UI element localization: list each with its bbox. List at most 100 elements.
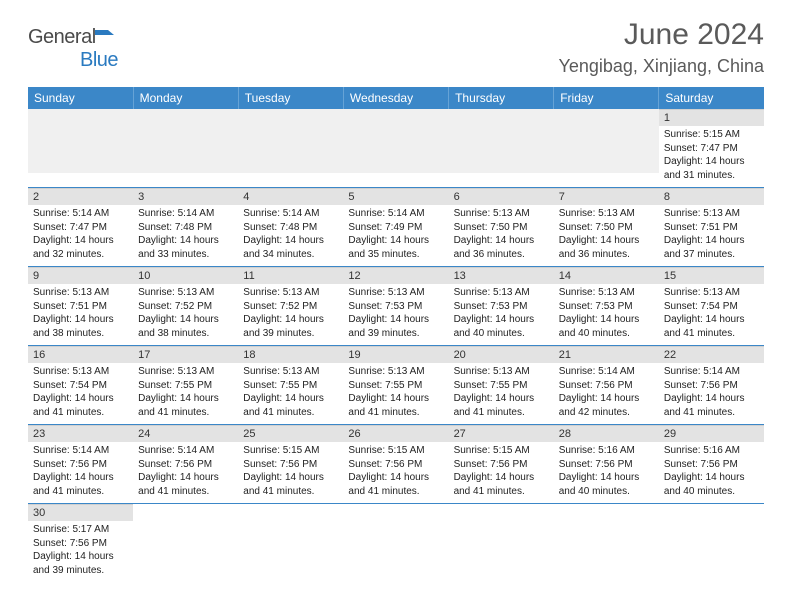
daylight-text: Daylight: 14 hours and 40 minutes. <box>664 471 759 498</box>
day-cell: 19Sunrise: 5:13 AMSunset: 7:55 PMDayligh… <box>343 346 448 425</box>
day-number: 13 <box>449 267 554 284</box>
day-cell: 20Sunrise: 5:13 AMSunset: 7:55 PMDayligh… <box>449 346 554 425</box>
day-cell <box>133 109 238 188</box>
sunrise-text: Sunrise: 5:13 AM <box>138 286 233 300</box>
day-cell <box>554 109 659 188</box>
daylight-text: Daylight: 14 hours and 41 minutes. <box>454 392 549 419</box>
daylight-text: Daylight: 14 hours and 31 minutes. <box>664 155 759 182</box>
sunrise-text: Sunrise: 5:13 AM <box>454 365 549 379</box>
day-number: 18 <box>238 346 343 363</box>
daylight-text: Daylight: 14 hours and 41 minutes. <box>454 471 549 498</box>
title-block: June 2024 Yengibag, Xinjiang, China <box>559 18 765 77</box>
sunrise-text: Sunrise: 5:14 AM <box>348 207 443 221</box>
day-cell: 7Sunrise: 5:13 AMSunset: 7:50 PMDaylight… <box>554 188 659 267</box>
day-details: Sunrise: 5:13 AMSunset: 7:50 PMDaylight:… <box>554 205 659 266</box>
daylight-text: Daylight: 14 hours and 36 minutes. <box>559 234 654 261</box>
day-number: 27 <box>449 425 554 442</box>
daylight-text: Daylight: 14 hours and 34 minutes. <box>243 234 338 261</box>
sunrise-text: Sunrise: 5:15 AM <box>243 444 338 458</box>
day-cell <box>554 504 659 583</box>
dow-header: Saturday <box>659 87 764 109</box>
sunrise-text: Sunrise: 5:13 AM <box>559 286 654 300</box>
day-details: Sunrise: 5:13 AMSunset: 7:55 PMDaylight:… <box>343 363 448 424</box>
day-details: Sunrise: 5:16 AMSunset: 7:56 PMDaylight:… <box>554 442 659 503</box>
day-cell: 1Sunrise: 5:15 AMSunset: 7:47 PMDaylight… <box>659 109 764 188</box>
day-number: 23 <box>28 425 133 442</box>
sunrise-text: Sunrise: 5:13 AM <box>664 207 759 221</box>
daylight-text: Daylight: 14 hours and 38 minutes. <box>138 313 233 340</box>
day-cell <box>659 504 764 583</box>
sunrise-text: Sunrise: 5:13 AM <box>348 365 443 379</box>
day-cell: 11Sunrise: 5:13 AMSunset: 7:52 PMDayligh… <box>238 267 343 346</box>
sunrise-text: Sunrise: 5:14 AM <box>664 365 759 379</box>
sunset-text: Sunset: 7:50 PM <box>559 221 654 235</box>
sunset-text: Sunset: 7:55 PM <box>243 379 338 393</box>
day-number: 26 <box>343 425 448 442</box>
day-details: Sunrise: 5:14 AMSunset: 7:48 PMDaylight:… <box>133 205 238 266</box>
day-details: Sunrise: 5:15 AMSunset: 7:47 PMDaylight:… <box>659 126 764 187</box>
day-cell <box>28 109 133 188</box>
brand-name-b: Blue <box>80 49 118 71</box>
sunset-text: Sunset: 7:55 PM <box>348 379 443 393</box>
brand-logo: GeneralBlue <box>28 18 118 72</box>
day-number: 16 <box>28 346 133 363</box>
sunrise-text: Sunrise: 5:14 AM <box>33 207 128 221</box>
daylight-text: Daylight: 14 hours and 40 minutes. <box>559 471 654 498</box>
day-number: 9 <box>28 267 133 284</box>
week-row: 16Sunrise: 5:13 AMSunset: 7:54 PMDayligh… <box>28 346 764 425</box>
day-cell: 8Sunrise: 5:13 AMSunset: 7:51 PMDaylight… <box>659 188 764 267</box>
dow-header: Friday <box>554 87 659 109</box>
day-details: Sunrise: 5:13 AMSunset: 7:55 PMDaylight:… <box>133 363 238 424</box>
day-details: Sunrise: 5:15 AMSunset: 7:56 PMDaylight:… <box>449 442 554 503</box>
day-cell: 4Sunrise: 5:14 AMSunset: 7:48 PMDaylight… <box>238 188 343 267</box>
sunset-text: Sunset: 7:56 PM <box>664 458 759 472</box>
day-cell <box>449 109 554 188</box>
sunset-text: Sunset: 7:55 PM <box>138 379 233 393</box>
sunset-text: Sunset: 7:48 PM <box>138 221 233 235</box>
day-number: 11 <box>238 267 343 284</box>
day-details: Sunrise: 5:13 AMSunset: 7:50 PMDaylight:… <box>449 205 554 266</box>
dow-header-row: SundayMondayTuesdayWednesdayThursdayFrid… <box>28 87 764 109</box>
daylight-text: Daylight: 14 hours and 41 minutes. <box>664 392 759 419</box>
sunset-text: Sunset: 7:48 PM <box>243 221 338 235</box>
day-number: 28 <box>554 425 659 442</box>
week-row: 1Sunrise: 5:15 AMSunset: 7:47 PMDaylight… <box>28 109 764 188</box>
day-cell: 29Sunrise: 5:16 AMSunset: 7:56 PMDayligh… <box>659 425 764 504</box>
brand-name: GeneralBlue <box>28 26 118 72</box>
sunrise-text: Sunrise: 5:13 AM <box>33 365 128 379</box>
day-details: Sunrise: 5:13 AMSunset: 7:52 PMDaylight:… <box>238 284 343 345</box>
daylight-text: Daylight: 14 hours and 41 minutes. <box>33 392 128 419</box>
sunset-text: Sunset: 7:53 PM <box>559 300 654 314</box>
day-number: 4 <box>238 188 343 205</box>
day-cell: 26Sunrise: 5:15 AMSunset: 7:56 PMDayligh… <box>343 425 448 504</box>
day-details: Sunrise: 5:15 AMSunset: 7:56 PMDaylight:… <box>238 442 343 503</box>
day-number: 8 <box>659 188 764 205</box>
day-details: Sunrise: 5:13 AMSunset: 7:52 PMDaylight:… <box>133 284 238 345</box>
daylight-text: Daylight: 14 hours and 40 minutes. <box>559 313 654 340</box>
sunrise-text: Sunrise: 5:13 AM <box>33 286 128 300</box>
sunset-text: Sunset: 7:56 PM <box>33 537 128 551</box>
day-details: Sunrise: 5:14 AMSunset: 7:56 PMDaylight:… <box>554 363 659 424</box>
day-cell: 23Sunrise: 5:14 AMSunset: 7:56 PMDayligh… <box>28 425 133 504</box>
sunset-text: Sunset: 7:52 PM <box>138 300 233 314</box>
day-number: 20 <box>449 346 554 363</box>
day-details: Sunrise: 5:13 AMSunset: 7:54 PMDaylight:… <box>28 363 133 424</box>
calendar-body: 1Sunrise: 5:15 AMSunset: 7:47 PMDaylight… <box>28 109 764 582</box>
sunset-text: Sunset: 7:53 PM <box>454 300 549 314</box>
sunset-text: Sunset: 7:47 PM <box>33 221 128 235</box>
day-details: Sunrise: 5:14 AMSunset: 7:48 PMDaylight:… <box>238 205 343 266</box>
sunset-text: Sunset: 7:56 PM <box>33 458 128 472</box>
day-cell <box>343 504 448 583</box>
day-cell: 9Sunrise: 5:13 AMSunset: 7:51 PMDaylight… <box>28 267 133 346</box>
day-details: Sunrise: 5:13 AMSunset: 7:53 PMDaylight:… <box>343 284 448 345</box>
page-header: GeneralBlue June 2024 Yengibag, Xinjiang… <box>28 18 764 77</box>
sunrise-text: Sunrise: 5:16 AM <box>559 444 654 458</box>
sunrise-text: Sunrise: 5:14 AM <box>138 444 233 458</box>
day-cell: 5Sunrise: 5:14 AMSunset: 7:49 PMDaylight… <box>343 188 448 267</box>
sunrise-text: Sunrise: 5:13 AM <box>243 365 338 379</box>
day-cell <box>238 109 343 188</box>
day-number: 21 <box>554 346 659 363</box>
day-number: 2 <box>28 188 133 205</box>
day-number: 5 <box>343 188 448 205</box>
daylight-text: Daylight: 14 hours and 37 minutes. <box>664 234 759 261</box>
